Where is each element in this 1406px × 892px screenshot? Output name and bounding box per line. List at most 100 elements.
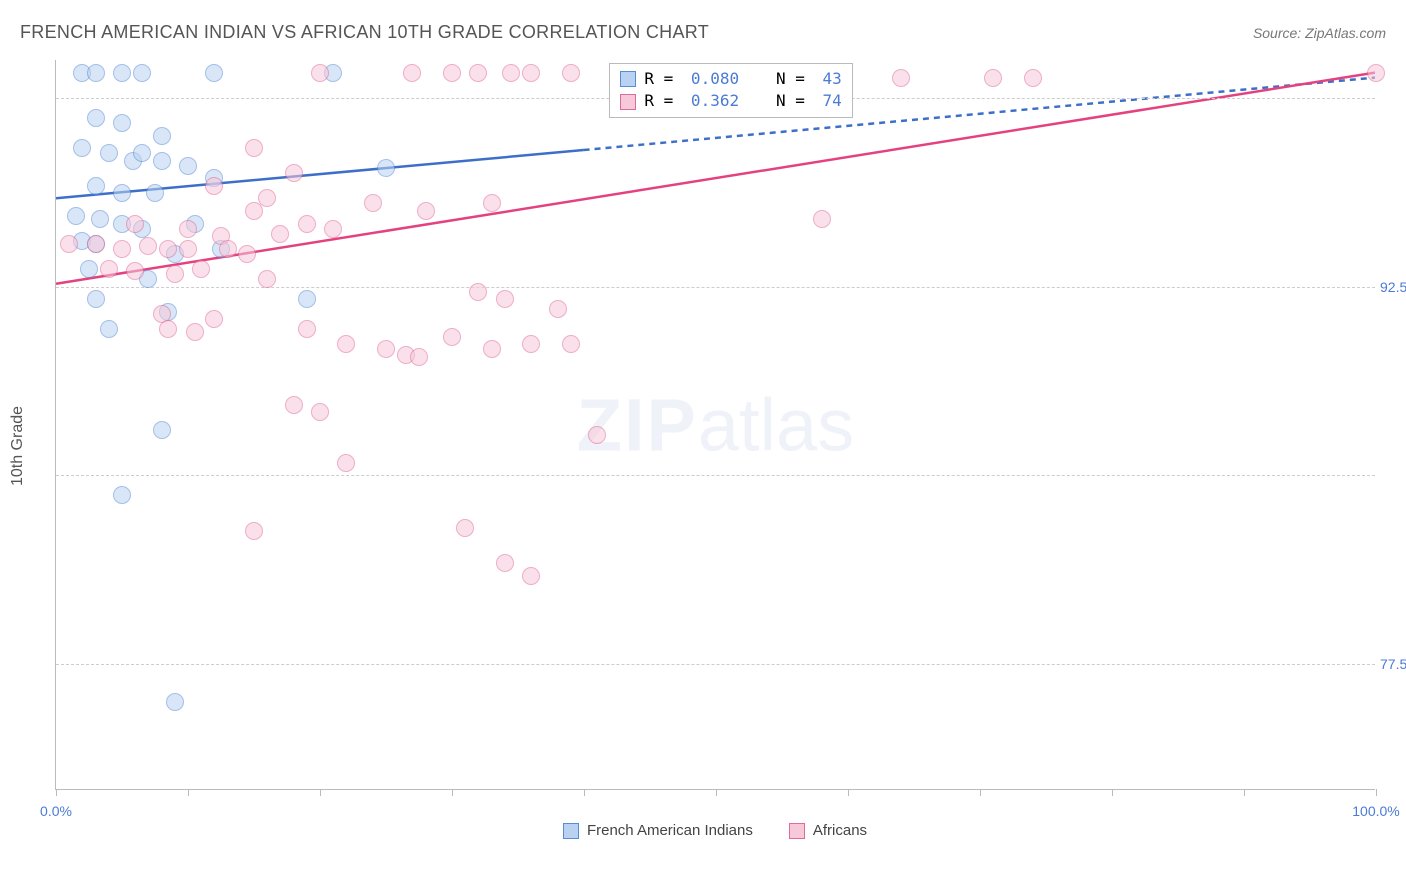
data-point	[113, 486, 131, 504]
y-axis-label: 10th Grade	[9, 406, 27, 486]
data-point	[166, 265, 184, 283]
data-point	[179, 240, 197, 258]
data-point	[483, 194, 501, 212]
x-tick	[188, 789, 189, 796]
x-tick	[980, 789, 981, 796]
watermark: ZIPatlas	[577, 382, 854, 467]
data-point	[73, 139, 91, 157]
data-point	[298, 320, 316, 338]
data-point	[549, 300, 567, 318]
data-point	[522, 567, 540, 585]
data-point	[311, 64, 329, 82]
data-point	[892, 69, 910, 87]
data-point	[483, 340, 501, 358]
n-label: N =	[747, 68, 805, 90]
data-point	[469, 283, 487, 301]
data-point	[337, 454, 355, 472]
data-point	[377, 340, 395, 358]
gridline	[56, 475, 1375, 476]
legend-stat-row: R = 0.080 N = 43	[620, 68, 841, 90]
x-tick	[320, 789, 321, 796]
data-point	[113, 184, 131, 202]
data-point	[285, 164, 303, 182]
data-point	[133, 144, 151, 162]
x-tick-label: 0.0%	[40, 803, 72, 819]
data-point	[410, 348, 428, 366]
data-point	[298, 215, 316, 233]
x-tick	[1112, 789, 1113, 796]
data-point	[403, 64, 421, 82]
r-value: 0.080	[681, 68, 739, 90]
data-point	[813, 210, 831, 228]
scatter-plot: ZIPatlas 77.5%92.5%0.0%100.0%	[55, 60, 1375, 790]
data-point	[219, 240, 237, 258]
data-point	[153, 421, 171, 439]
data-point	[311, 403, 329, 421]
data-point	[588, 426, 606, 444]
data-point	[417, 202, 435, 220]
data-point	[87, 109, 105, 127]
data-point	[377, 159, 395, 177]
data-point	[159, 320, 177, 338]
data-point	[562, 64, 580, 82]
x-tick	[1244, 789, 1245, 796]
data-point	[238, 245, 256, 263]
correlation-legend: R = 0.080 N = 43R = 0.362 N = 74	[609, 63, 852, 118]
legend-label: Africans	[813, 822, 867, 839]
data-point	[984, 69, 1002, 87]
data-point	[258, 270, 276, 288]
x-tick	[56, 789, 57, 796]
n-value: 74	[813, 90, 842, 112]
r-label: R =	[644, 68, 673, 90]
data-point	[153, 127, 171, 145]
data-point	[87, 235, 105, 253]
data-point	[522, 335, 540, 353]
data-point	[205, 64, 223, 82]
data-point	[245, 202, 263, 220]
data-point	[562, 335, 580, 353]
legend-swatch	[789, 823, 805, 839]
data-point	[87, 290, 105, 308]
data-point	[166, 693, 184, 711]
y-tick-label: 92.5%	[1380, 279, 1406, 295]
data-point	[443, 328, 461, 346]
data-point	[100, 144, 118, 162]
data-point	[91, 210, 109, 228]
data-point	[100, 320, 118, 338]
x-tick	[584, 789, 585, 796]
data-point	[87, 177, 105, 195]
y-tick-label: 77.5%	[1380, 656, 1406, 672]
data-point	[245, 522, 263, 540]
data-point	[496, 290, 514, 308]
data-point	[179, 157, 197, 175]
data-point	[443, 64, 461, 82]
trend-lines	[56, 60, 1375, 789]
x-tick	[452, 789, 453, 796]
data-point	[456, 519, 474, 537]
data-point	[146, 184, 164, 202]
data-point	[60, 235, 78, 253]
legend-swatch	[563, 823, 579, 839]
r-label: R =	[644, 90, 673, 112]
legend-item: French American Indians	[563, 822, 753, 839]
x-tick	[848, 789, 849, 796]
legend-label: French American Indians	[587, 822, 753, 839]
data-point	[337, 335, 355, 353]
gridline	[56, 664, 1375, 665]
data-point	[285, 396, 303, 414]
data-point	[298, 290, 316, 308]
data-point	[113, 114, 131, 132]
data-point	[364, 194, 382, 212]
data-point	[126, 215, 144, 233]
data-point	[205, 310, 223, 328]
data-point	[153, 152, 171, 170]
data-point	[245, 139, 263, 157]
legend-item: Africans	[789, 822, 867, 839]
x-tick	[1376, 789, 1377, 796]
n-label: N =	[747, 90, 805, 112]
data-point	[186, 323, 204, 341]
data-point	[100, 260, 118, 278]
data-point	[133, 64, 151, 82]
r-value: 0.362	[681, 90, 739, 112]
data-point	[87, 64, 105, 82]
